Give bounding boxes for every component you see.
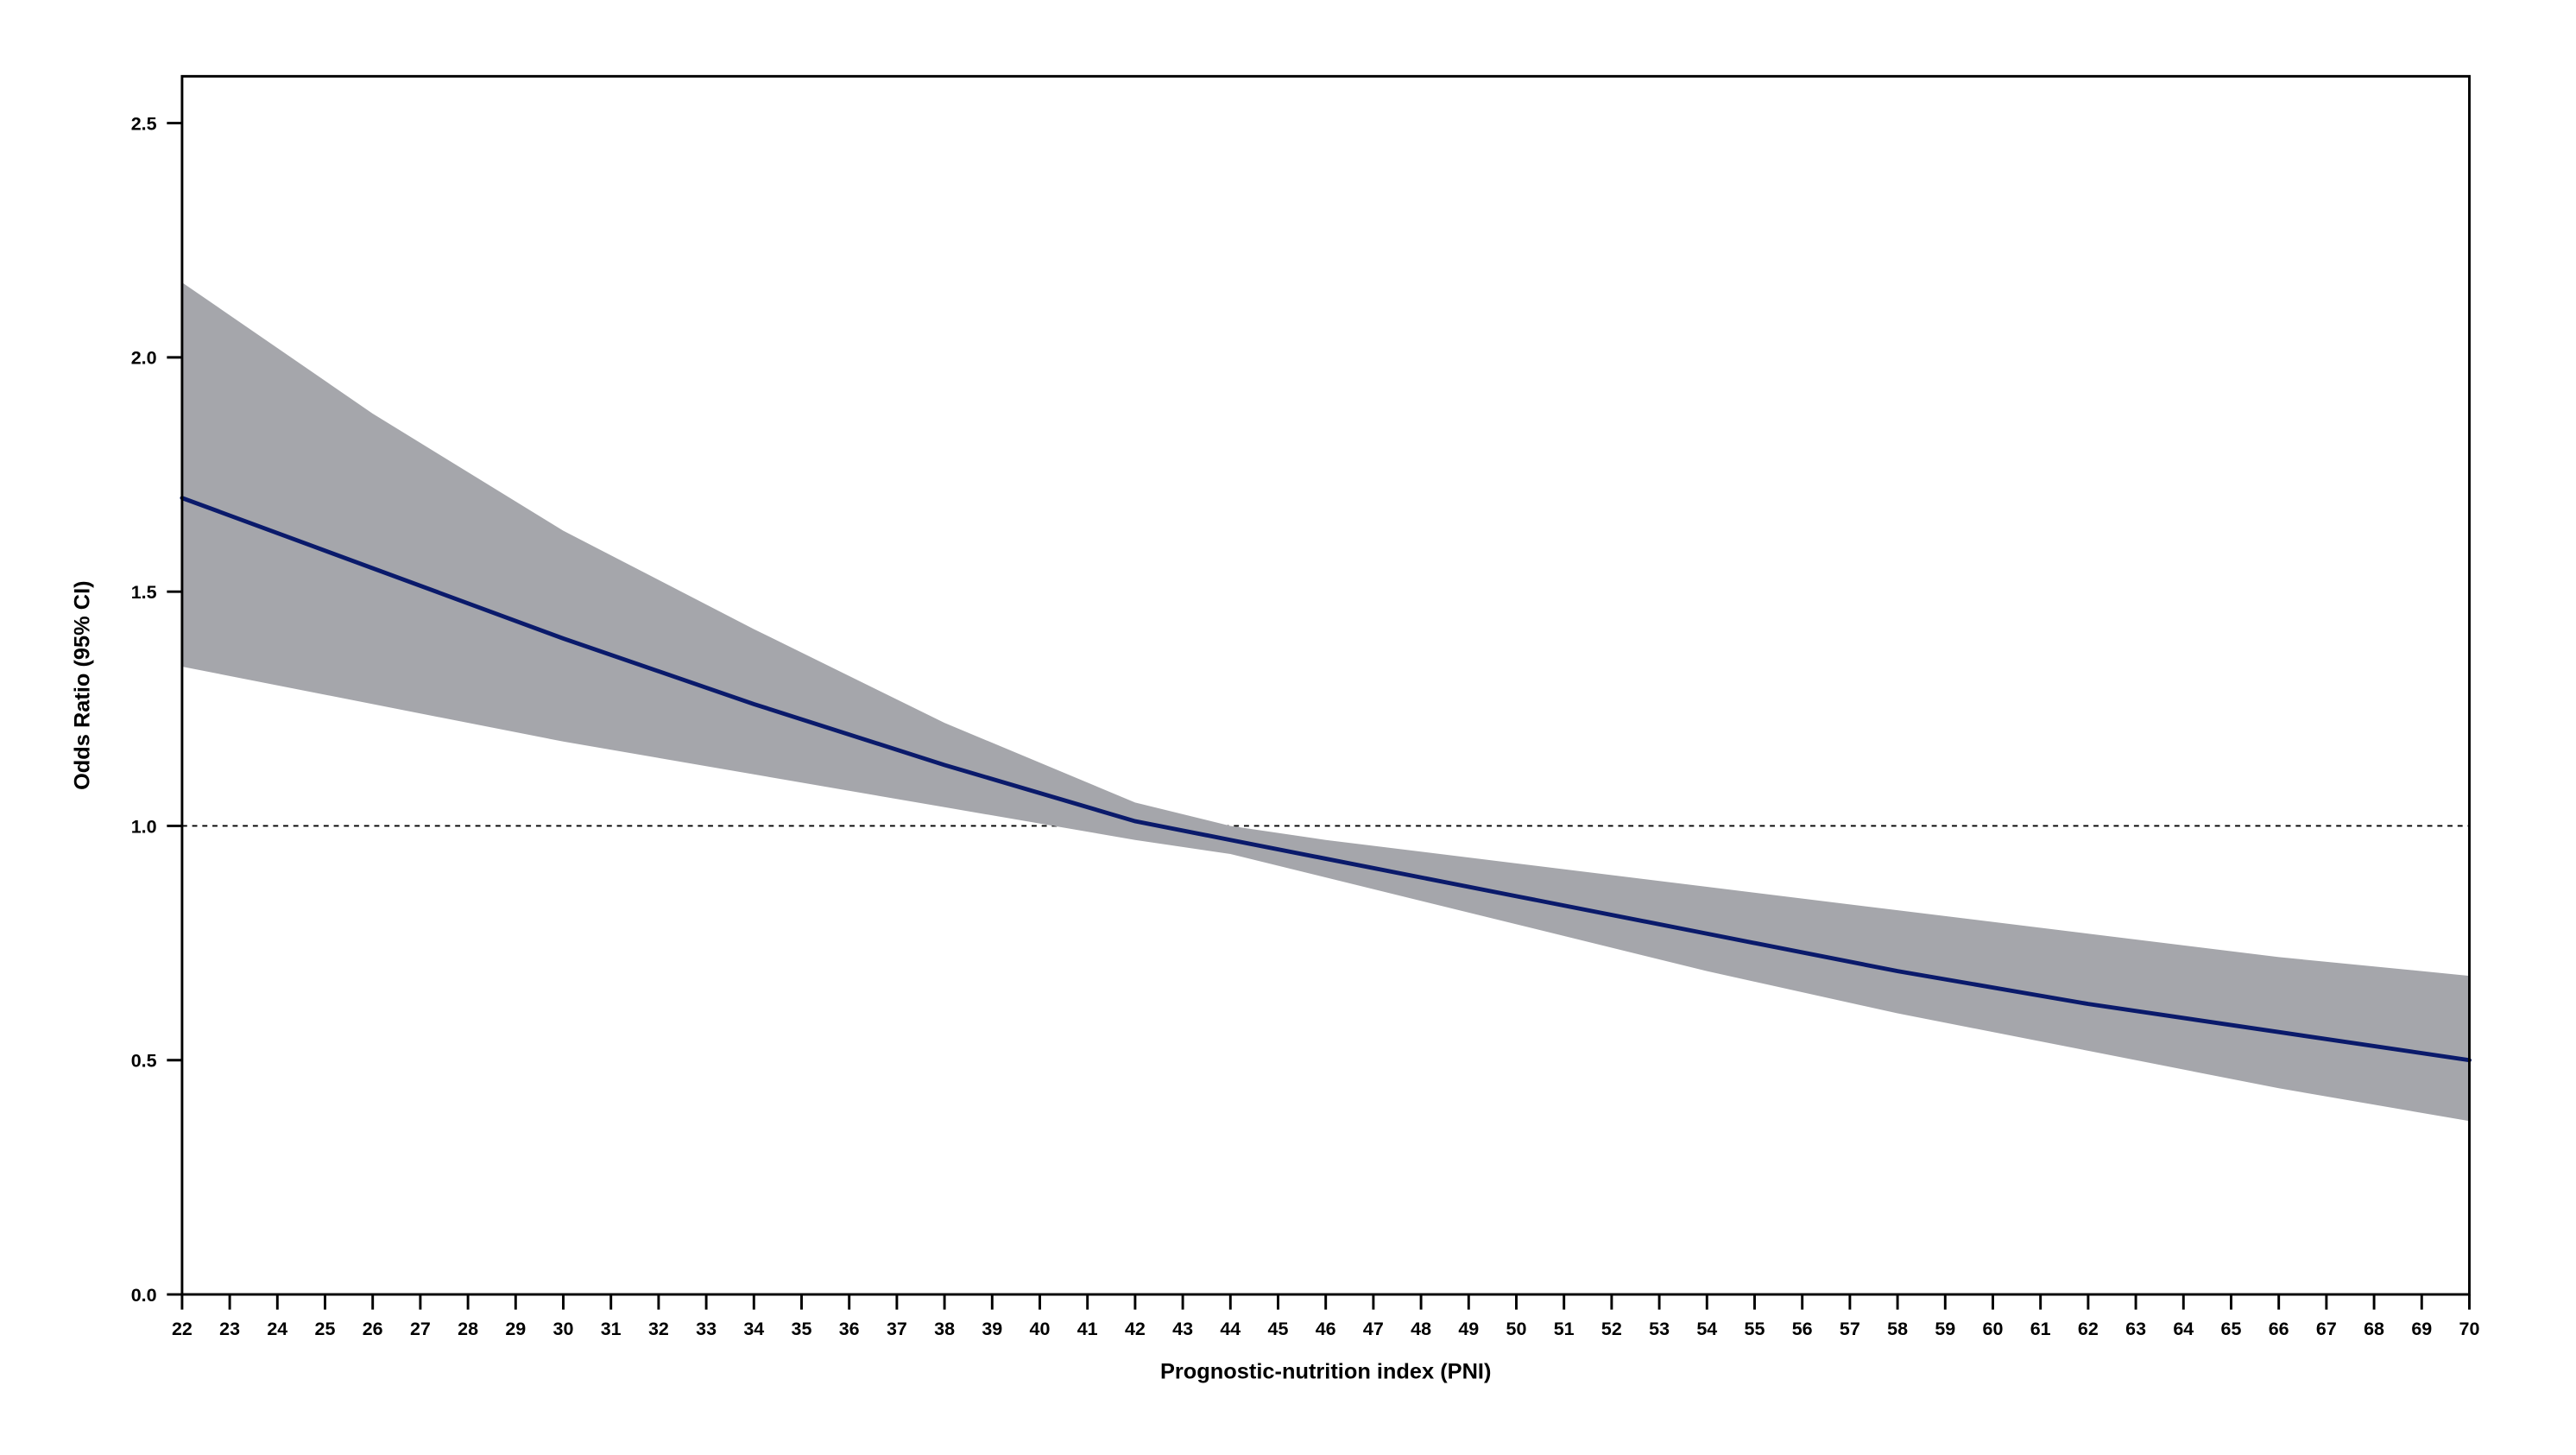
x-tick-label: 53 [1649,1319,1670,1339]
x-tick-label: 61 [2030,1319,2051,1339]
y-tick-label: 2.0 [131,348,157,369]
x-tick-label: 62 [2078,1319,2099,1339]
x-tick-label: 45 [1268,1319,1289,1339]
y-tick-label: 0.0 [131,1285,157,1306]
x-tick-label: 68 [2364,1319,2384,1339]
x-tick-label: 30 [553,1319,574,1339]
odds-ratio-chart: 22 23 24 25 26 27 28 29 30 31 32 33 34 35 36 37 38 39 40 41… [17,17,2541,1438]
x-tick-label: 23 [219,1319,240,1339]
x-tick-label: 35 [792,1319,812,1339]
y-axis-title: Odds Ratio (95% CI) [71,580,95,789]
x-tick-label: 56 [1792,1319,1813,1339]
x-tick-label: 38 [934,1319,955,1339]
x-tick-label: 25 [315,1319,336,1339]
x-tick-label: 24 [267,1319,287,1339]
x-tick-label: 57 [1840,1319,1860,1339]
x-tick-label: 58 [1887,1319,1908,1339]
x-tick-label: 49 [1458,1319,1479,1339]
chart-container: 22 23 24 25 26 27 28 29 30 31 32 33 34 35 36 37 38 39 40 41… [0,0,2576,1455]
x-tick-label: 70 [2459,1319,2480,1339]
x-tick-label: 26 [363,1319,383,1339]
x-tick-label: 65 [2221,1319,2242,1339]
x-tick-label: 47 [1363,1319,1384,1339]
x-tick-label: 28 [458,1319,478,1339]
x-tick-label: 42 [1125,1319,1146,1339]
x-tick-label: 29 [505,1319,526,1339]
x-tick-label: 55 [1745,1319,1765,1339]
x-tick-label: 50 [1506,1319,1527,1339]
y-tick-label: 1.0 [131,816,157,837]
y-tick-label: 2.5 [131,113,157,134]
y-tick-label: 1.5 [131,582,157,603]
x-tick-label: 31 [601,1319,622,1339]
x-tick-label: 52 [1601,1319,1622,1339]
x-tick-label: 27 [410,1319,431,1339]
x-tick-label: 69 [2411,1319,2432,1339]
chart-background [22,17,2536,1438]
x-tick-label: 44 [1220,1319,1241,1339]
x-tick-label: 43 [1172,1319,1193,1339]
x-tick-label: 67 [2316,1319,2337,1339]
x-tick-label: 40 [1030,1319,1051,1339]
x-tick-label: 51 [1554,1319,1575,1339]
x-tick-label: 48 [1411,1319,1431,1339]
x-tick-label: 59 [1935,1319,1955,1339]
x-tick-label: 66 [2269,1319,2289,1339]
x-tick-label: 33 [696,1319,717,1339]
x-tick-label: 39 [982,1319,1002,1339]
x-tick-label: 37 [887,1319,907,1339]
x-tick-label: 41 [1077,1319,1098,1339]
x-tick-label: 36 [839,1319,860,1339]
x-tick-label: 22 [172,1319,193,1339]
x-tick-label: 32 [648,1319,669,1339]
x-tick-label: 54 [1696,1319,1717,1339]
x-axis-title: Prognostic-nutrition index (PNI) [1160,1360,1491,1384]
x-tick-label: 34 [743,1319,764,1339]
x-tick-label: 60 [1983,1319,2004,1339]
x-tick-label: 64 [2173,1319,2194,1339]
x-tick-label: 46 [1316,1319,1336,1339]
y-tick-label: 0.5 [131,1051,157,1072]
x-tick-label: 63 [2125,1319,2146,1339]
